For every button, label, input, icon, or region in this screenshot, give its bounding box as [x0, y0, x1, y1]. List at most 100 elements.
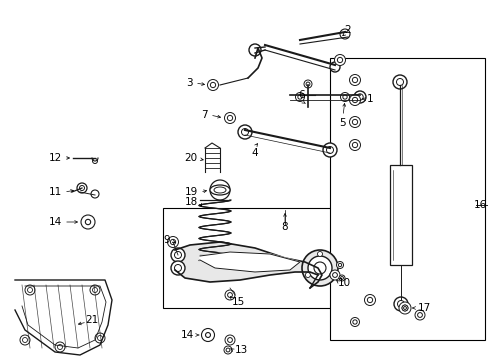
Bar [163, 208, 352, 308]
Circle shape [81, 215, 95, 229]
Circle shape [92, 288, 97, 292]
Circle shape [55, 342, 65, 352]
Circle shape [352, 142, 357, 148]
Circle shape [338, 263, 341, 267]
Circle shape [329, 270, 339, 280]
Circle shape [91, 190, 99, 198]
Circle shape [302, 250, 337, 286]
Circle shape [329, 62, 339, 72]
Circle shape [224, 112, 235, 123]
Text: 9: 9 [163, 235, 170, 245]
Text: 14: 14 [49, 217, 62, 227]
Circle shape [317, 252, 322, 257]
Circle shape [20, 335, 30, 345]
Text: 11: 11 [49, 187, 62, 197]
Text: 13: 13 [235, 345, 248, 355]
Circle shape [304, 80, 311, 88]
Polygon shape [175, 242, 321, 288]
Circle shape [313, 262, 325, 274]
Circle shape [349, 95, 360, 105]
Circle shape [366, 297, 372, 303]
Circle shape [224, 346, 231, 354]
Circle shape [92, 158, 97, 163]
Text: 2: 2 [343, 25, 350, 35]
Circle shape [398, 302, 410, 314]
Circle shape [352, 120, 357, 125]
Text: 8: 8 [281, 222, 288, 232]
Text: 10: 10 [337, 278, 350, 288]
Circle shape [403, 307, 406, 310]
Circle shape [241, 129, 248, 135]
Circle shape [210, 82, 215, 87]
Text: 19: 19 [184, 187, 198, 197]
Circle shape [295, 93, 304, 102]
Circle shape [90, 285, 100, 295]
Circle shape [332, 273, 337, 278]
Circle shape [307, 256, 331, 280]
Circle shape [323, 143, 336, 157]
Text: 12: 12 [49, 153, 62, 163]
Circle shape [225, 348, 229, 352]
Circle shape [297, 95, 302, 99]
Circle shape [340, 276, 343, 279]
Circle shape [337, 57, 342, 63]
Text: 20: 20 [183, 153, 197, 163]
Text: 3: 3 [186, 78, 193, 88]
Circle shape [305, 273, 310, 278]
Circle shape [353, 91, 365, 103]
Text: 1: 1 [366, 94, 373, 104]
Circle shape [227, 293, 232, 297]
Text: 17: 17 [417, 303, 430, 313]
Circle shape [201, 328, 214, 342]
Circle shape [205, 333, 210, 337]
Circle shape [95, 333, 105, 343]
Circle shape [401, 305, 407, 311]
Circle shape [22, 338, 27, 342]
Polygon shape [200, 252, 299, 272]
Circle shape [334, 54, 345, 66]
Circle shape [338, 275, 345, 281]
Circle shape [25, 285, 35, 295]
Circle shape [401, 305, 407, 311]
Circle shape [326, 147, 333, 153]
Ellipse shape [209, 185, 229, 195]
Circle shape [336, 261, 343, 269]
Circle shape [227, 115, 232, 121]
Circle shape [171, 248, 184, 262]
Circle shape [352, 97, 357, 103]
Circle shape [349, 75, 360, 86]
Circle shape [77, 183, 87, 193]
Circle shape [207, 80, 218, 90]
Circle shape [356, 94, 363, 100]
Circle shape [238, 125, 251, 139]
Circle shape [224, 335, 235, 345]
Circle shape [414, 310, 424, 320]
Circle shape [85, 219, 90, 225]
Text: 15: 15 [231, 297, 245, 307]
Circle shape [227, 338, 232, 342]
Text: 4: 4 [251, 148, 258, 158]
Circle shape [350, 318, 359, 327]
Circle shape [364, 294, 375, 306]
Text: 14: 14 [181, 330, 194, 340]
Circle shape [397, 301, 404, 307]
Circle shape [339, 29, 349, 39]
Polygon shape [15, 280, 112, 355]
Text: 16: 16 [473, 200, 486, 210]
Circle shape [209, 180, 229, 200]
Circle shape [97, 336, 102, 341]
Text: 6: 6 [298, 90, 305, 100]
Text: 5: 5 [339, 118, 346, 128]
Circle shape [392, 75, 406, 89]
Ellipse shape [214, 187, 225, 193]
Circle shape [224, 290, 235, 300]
Circle shape [167, 237, 178, 248]
Circle shape [349, 140, 360, 150]
Circle shape [396, 78, 403, 86]
Circle shape [417, 312, 422, 318]
Circle shape [174, 252, 181, 258]
Circle shape [352, 320, 356, 324]
Circle shape [248, 44, 261, 56]
Circle shape [342, 95, 346, 99]
Circle shape [349, 117, 360, 127]
